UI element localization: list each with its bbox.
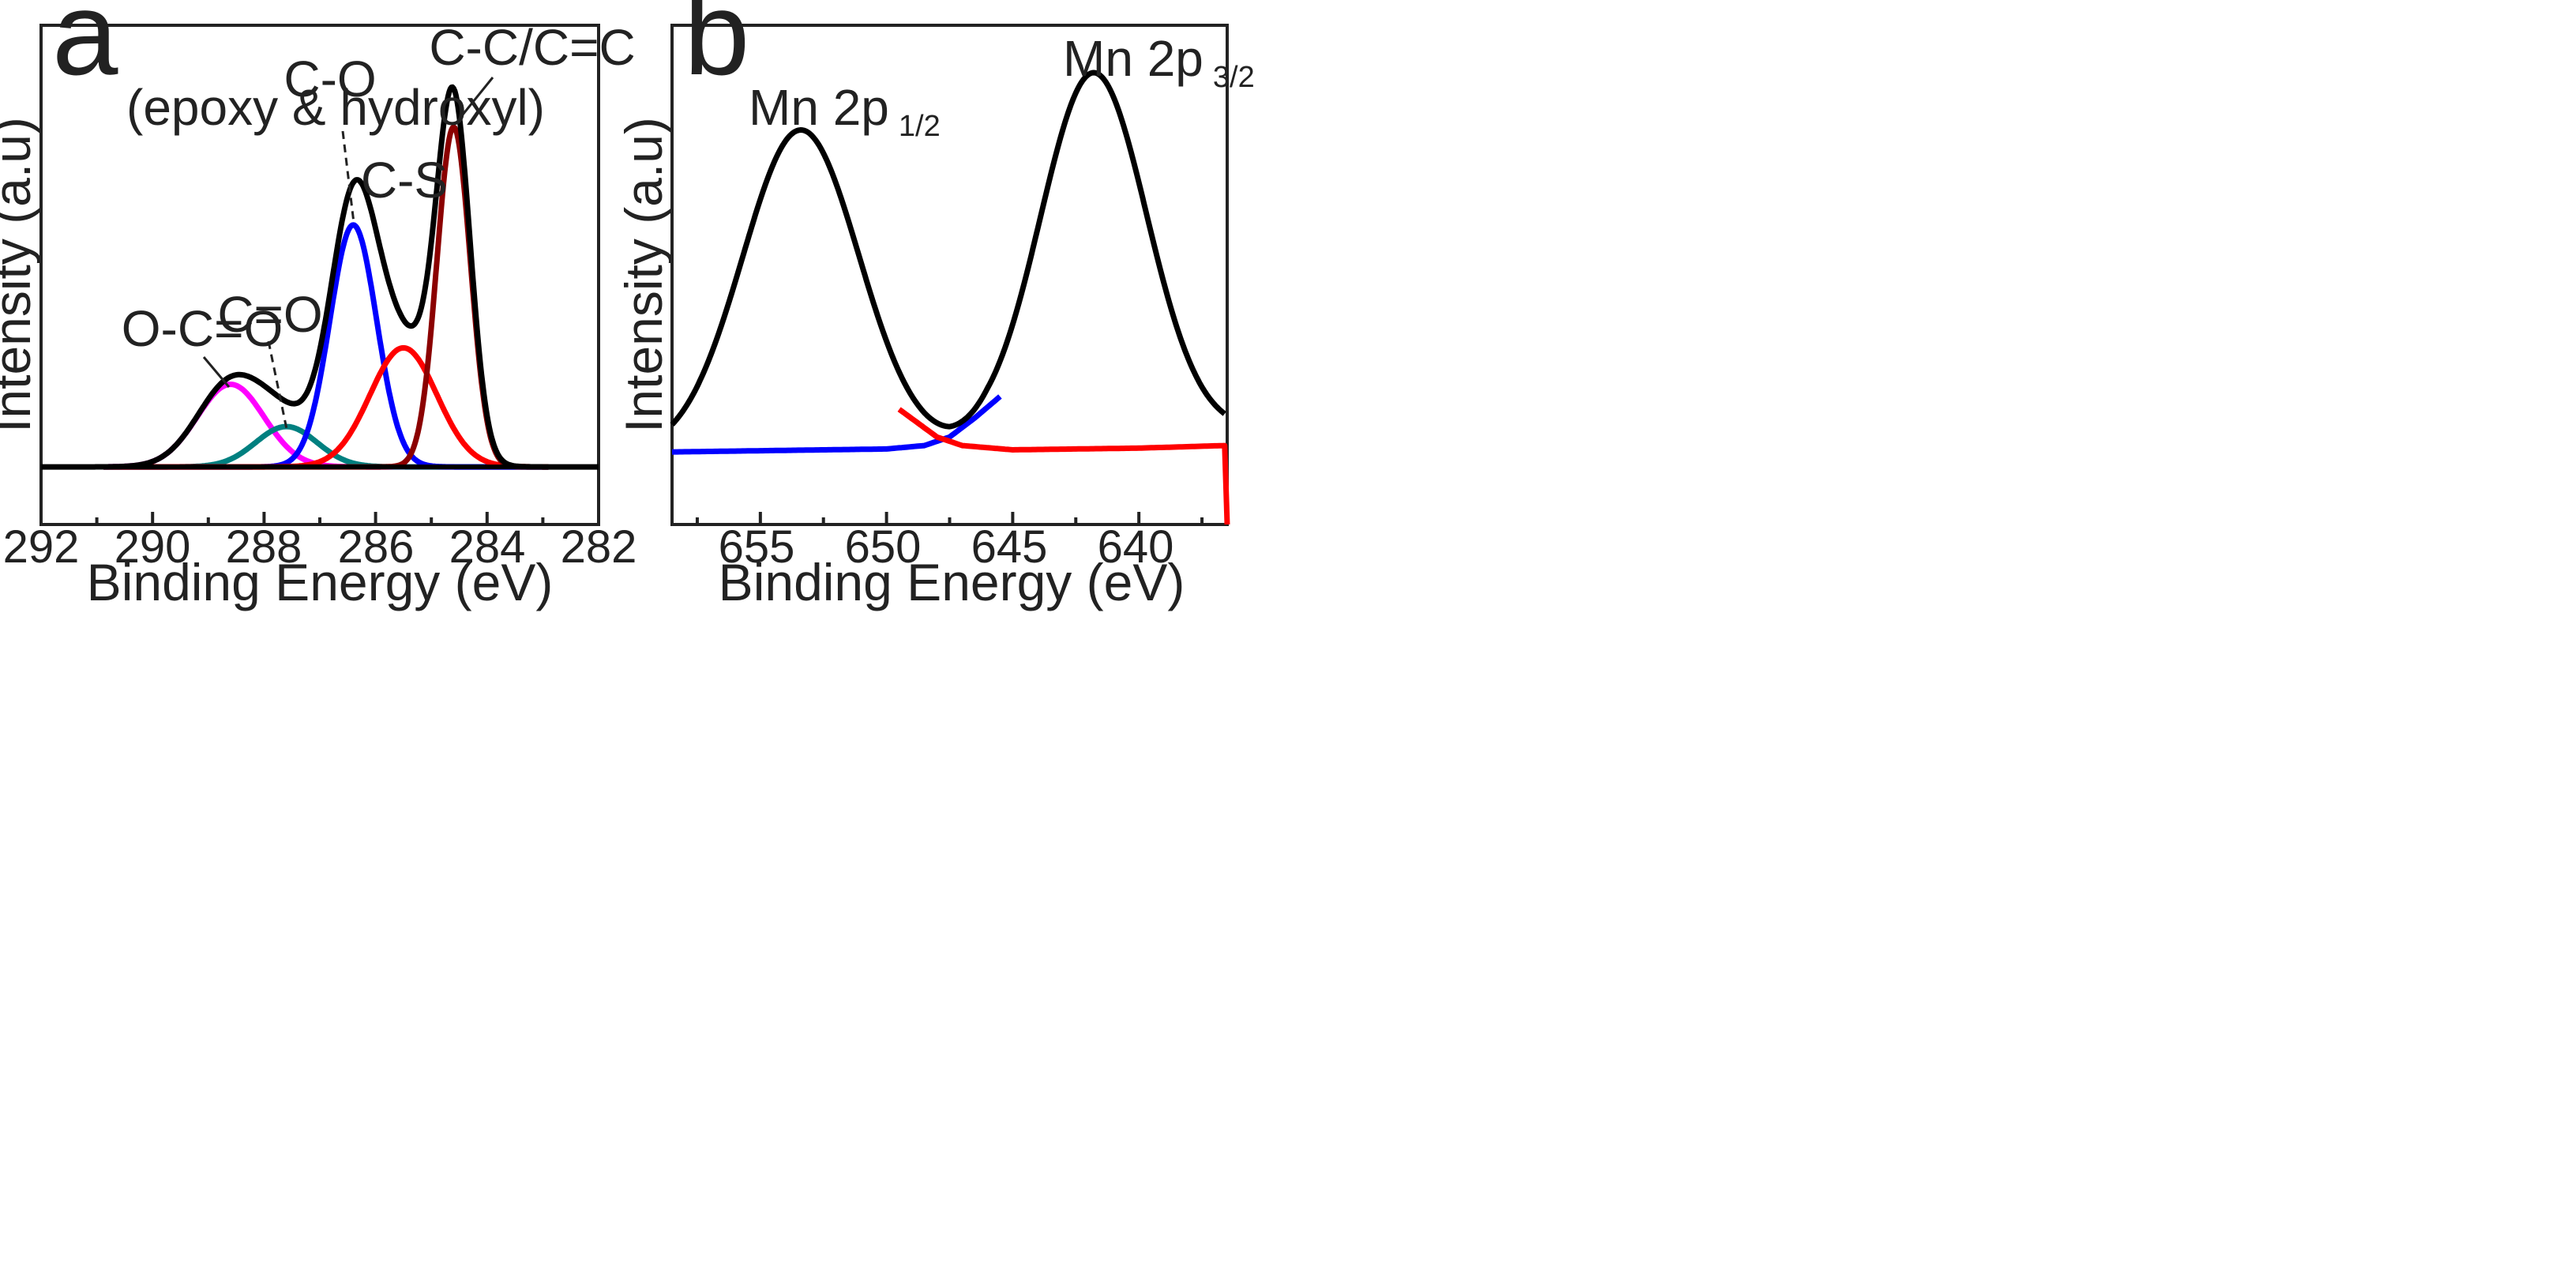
annotation-c-s: C-S bbox=[361, 152, 448, 209]
leader-c-o bbox=[341, 130, 355, 224]
panel-a-xtick-label: 288 bbox=[226, 521, 302, 573]
series-mn-2p-envelope bbox=[670, 70, 1227, 430]
panel-a-curves bbox=[39, 84, 601, 470]
panel-b-x-ticks bbox=[695, 512, 1204, 524]
annotation-mn-2p-half-sub: 1/2 bbox=[899, 110, 941, 143]
panel-b-letter: b bbox=[684, 0, 749, 100]
annotation-mn-2p-three-half: Mn 2p 3/2 bbox=[1063, 30, 1255, 94]
annotation-c-c: C-C/C=C bbox=[429, 19, 635, 76]
panel-b-xtick-label: 645 bbox=[971, 521, 1048, 573]
panel-b: b 655 650 645 640 Binding Energy (eV) In… bbox=[614, 0, 1255, 611]
annotation-o-c-eq-o: O-C=O bbox=[122, 300, 283, 357]
annotation-mn-2p-three-half-sub: 3/2 bbox=[1213, 61, 1255, 94]
leader-c-eq-o bbox=[267, 340, 289, 434]
panel-a-xtick-label: 286 bbox=[338, 521, 415, 573]
panel-a-xtick-label: 284 bbox=[449, 521, 526, 573]
panel-b-curves bbox=[670, 70, 1230, 525]
panel-b-y-axis-label: Intensity (a.u) bbox=[614, 117, 673, 433]
panel-a-x-ticks bbox=[39, 512, 600, 524]
series-c-c-c-c bbox=[102, 124, 550, 470]
leader-o-c-eq-o bbox=[202, 356, 231, 388]
annotation-mn-2p-three-half-main: Mn 2p bbox=[1063, 30, 1204, 87]
leader-c-c bbox=[458, 77, 494, 119]
panel-b-xtick-label: 655 bbox=[719, 521, 795, 573]
panel-b-xtick-label: 640 bbox=[1098, 521, 1174, 573]
panel-a: a 292 290 288 286 284 282 Binding Energy… bbox=[0, 0, 636, 611]
panel-b-xtick-label: 650 bbox=[845, 521, 922, 573]
panel-a-xtick-label: 290 bbox=[115, 521, 191, 573]
panel-a-xtick-label: 292 bbox=[3, 521, 80, 573]
annotation-mn-2p-half: Mn 2p 1/2 bbox=[749, 79, 941, 143]
panel-a-xtick-label: 282 bbox=[561, 521, 637, 573]
series-envelope bbox=[39, 84, 601, 470]
annotation-c-o-detail: (epoxy & hydroxyl) bbox=[126, 79, 545, 136]
annotation-mn-2p-half-main: Mn 2p bbox=[749, 79, 889, 136]
annotation-c-eq-o: C=O bbox=[217, 286, 322, 343]
series-background-red bbox=[897, 407, 1230, 525]
panel-b-x-axis-label: Binding Energy (eV) bbox=[719, 553, 1185, 611]
annotation-c-o: C-O bbox=[284, 51, 376, 107]
panel-a-x-axis-label: Binding Energy (eV) bbox=[87, 553, 554, 611]
panel-a-letter: a bbox=[52, 0, 118, 100]
panel-a-y-axis-label: Intensity (a.u) bbox=[0, 117, 41, 433]
